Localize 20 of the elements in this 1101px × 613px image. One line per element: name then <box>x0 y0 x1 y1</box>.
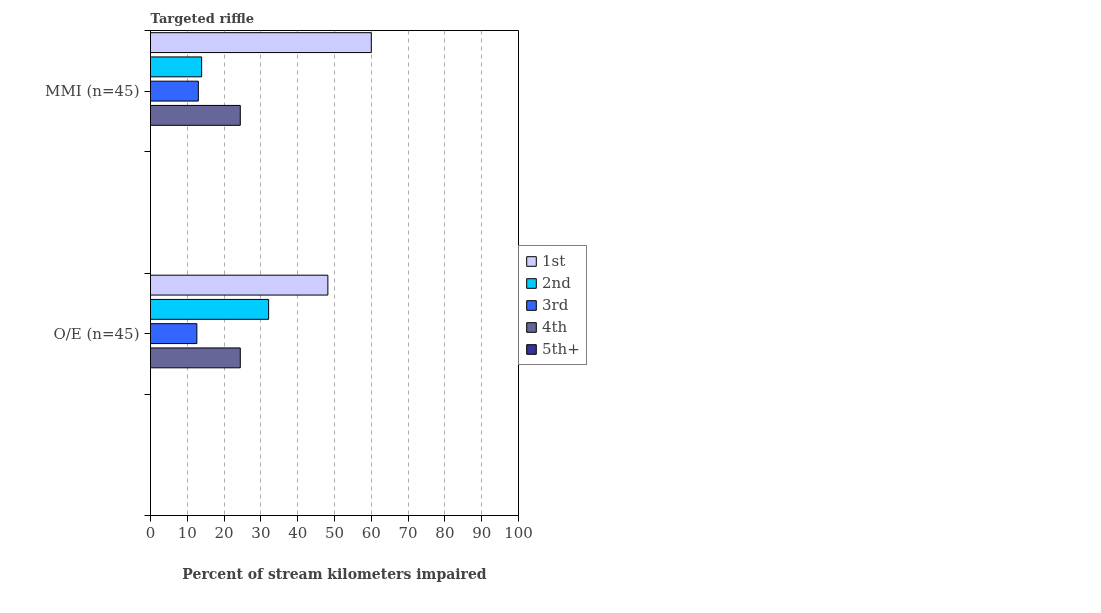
x-axis-title: Percent of stream kilometers impaired <box>182 565 487 582</box>
x-tick-label: 40 <box>288 523 308 542</box>
x-tick-label: 90 <box>472 523 492 542</box>
x-tick-label: 70 <box>398 523 418 542</box>
chart-title: Targeted riffle <box>150 10 255 26</box>
y-tick-label: O/E (n=45) <box>53 324 140 343</box>
x-tick-label: 50 <box>324 523 345 542</box>
x-tick-label: 80 <box>435 523 455 542</box>
legend-label: 1st <box>542 252 566 270</box>
x-tick-label: 100 <box>504 523 533 542</box>
legend-label: 5th+ <box>542 340 580 358</box>
y-tick-label: MMI (n=45) <box>45 82 140 101</box>
x-tick-label: 0 <box>145 523 156 542</box>
x-tick-label: 10 <box>177 523 197 542</box>
x-tick-label: 30 <box>251 523 271 542</box>
legend-label: 3rd <box>542 296 569 314</box>
legend-label: 4th <box>542 318 568 336</box>
x-tick-label: 20 <box>214 523 234 542</box>
x-tick-label: 60 <box>361 523 381 542</box>
legend-label: 2nd <box>542 274 571 292</box>
